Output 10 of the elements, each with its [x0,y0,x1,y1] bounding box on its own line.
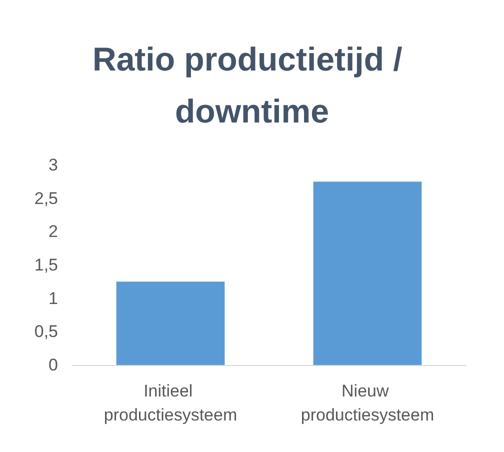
x-tick-label: Nieuw productiesysteem [300,382,434,424]
y-tick-label: 1 [48,288,58,308]
y-tick-label: 0 [48,356,58,374]
y-tick-label: 2 [48,222,58,242]
y-tick-label: 0,5 [34,322,58,342]
chart-title: Ratio productietijd / downtime [92,40,412,130]
y-tick-label: 1,5 [34,256,58,274]
x-tick-label: Initieel productiesysteem [104,382,238,424]
y-tick-label: 2,5 [34,188,58,208]
y-tick-label: 3 [48,156,58,174]
